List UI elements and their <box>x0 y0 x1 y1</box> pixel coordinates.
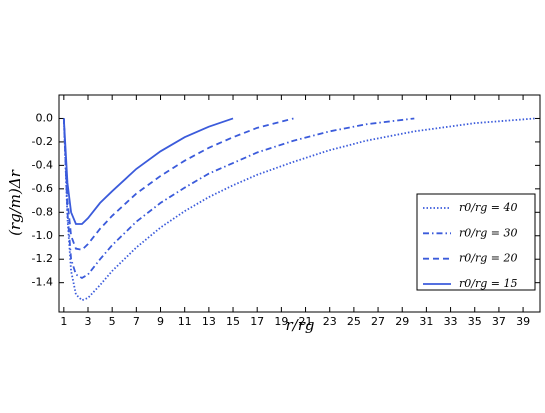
x-tick-label: 19 <box>274 315 288 328</box>
x-tick-label: 31 <box>419 315 433 328</box>
series-line <box>62 117 415 280</box>
x-tick-label: 7 <box>133 315 140 328</box>
y-tick-label: -1.4 <box>32 276 53 289</box>
x-tick-label: 29 <box>395 315 409 328</box>
y-tick-label: -1.2 <box>32 252 53 265</box>
series-line <box>62 117 234 225</box>
x-tick-label: 21 <box>299 315 313 328</box>
y-tick-label: -0.4 <box>32 158 53 171</box>
y-tick-label: -0.2 <box>32 135 53 148</box>
x-tick-label: 3 <box>85 315 92 328</box>
y-tick-label: 0.0 <box>36 111 54 124</box>
series-line <box>62 117 536 302</box>
plot-frame <box>58 94 541 313</box>
y-tick-label: -0.6 <box>32 182 53 195</box>
y-tick-label: -0.8 <box>32 205 53 218</box>
legend-box <box>416 193 536 291</box>
y-tick-label: -1.0 <box>32 229 53 242</box>
x-axis-label: r/rg <box>286 316 315 334</box>
legend-label: r0/rg = 15 <box>459 277 517 290</box>
x-tick-label: 39 <box>516 315 530 328</box>
x-tick-label: 5 <box>109 315 116 328</box>
series-line <box>62 117 294 251</box>
x-tick-label: 27 <box>371 315 385 328</box>
x-tick-label: 15 <box>226 315 240 328</box>
legend-label: r0/rg = 20 <box>459 252 517 265</box>
x-tick-label: 33 <box>444 315 458 328</box>
x-tick-label: 37 <box>492 315 506 328</box>
legend-label: r0/rg = 40 <box>459 201 517 214</box>
x-tick-label: 35 <box>468 315 482 328</box>
legend-label: r0/rg = 30 <box>459 226 517 239</box>
x-tick-label: 11 <box>178 315 192 328</box>
x-tick-label: 13 <box>202 315 216 328</box>
x-tick-label: 23 <box>323 315 337 328</box>
x-tick-label: 25 <box>347 315 361 328</box>
x-tick-label: 9 <box>157 315 164 328</box>
y-axis-label: (rg/m)Δr <box>6 169 24 236</box>
x-tick-label: 17 <box>250 315 264 328</box>
x-tick-label: 1 <box>60 315 67 328</box>
